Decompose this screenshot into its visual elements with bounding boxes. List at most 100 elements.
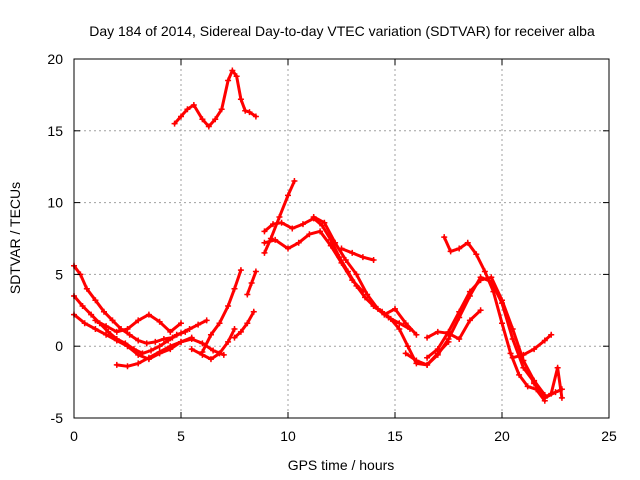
data-point — [248, 280, 255, 287]
series-line-track-7 — [200, 268, 243, 354]
data-point — [124, 325, 131, 332]
data-point — [370, 302, 377, 309]
data-point — [88, 311, 95, 318]
series-markers-track-10 — [171, 67, 259, 130]
x-tick-label: 5 — [177, 428, 185, 444]
data-point — [143, 340, 150, 347]
data-point — [434, 351, 441, 358]
series-markers-track-13 — [261, 228, 366, 295]
data-point — [548, 331, 555, 338]
data-point — [195, 321, 202, 328]
data-point — [210, 347, 217, 354]
data-point — [205, 123, 212, 130]
data-point — [212, 116, 219, 123]
data-point — [242, 107, 249, 114]
data-point — [441, 234, 448, 241]
series-markers-track-21 — [509, 331, 555, 361]
data-point — [225, 302, 232, 309]
data-point — [445, 336, 452, 343]
data-point — [473, 251, 480, 258]
series-markers-track-12 — [261, 215, 452, 368]
data-point — [124, 343, 131, 350]
data-point — [445, 330, 452, 337]
y-tick-label: 20 — [47, 51, 63, 67]
data-point — [182, 328, 189, 335]
data-point — [231, 334, 238, 341]
series-line-track-12 — [263, 216, 450, 367]
data-point — [186, 325, 193, 332]
data-point — [477, 277, 484, 284]
data-point — [396, 325, 403, 332]
data-point — [261, 228, 268, 235]
data-point — [434, 346, 441, 353]
series-line-track-13 — [263, 229, 365, 294]
data-point — [520, 351, 527, 358]
y-tick-label: 15 — [47, 123, 63, 139]
series-markers-track-7 — [199, 267, 244, 355]
data-point — [216, 350, 223, 357]
data-point — [231, 325, 238, 332]
data-point — [276, 213, 283, 220]
data-point — [466, 288, 473, 295]
data-point — [332, 239, 339, 246]
data-point — [385, 314, 392, 321]
data-point — [310, 213, 317, 220]
grid-lines — [74, 59, 609, 418]
data-point — [152, 338, 159, 345]
data-point — [295, 239, 302, 246]
data-point — [165, 337, 172, 344]
data-point — [424, 334, 431, 341]
data-point — [167, 328, 174, 335]
y-tick-label: 5 — [55, 266, 63, 282]
data-point — [447, 248, 454, 255]
series-markers-track-19 — [441, 234, 548, 404]
data-point — [225, 77, 232, 84]
data-point — [289, 225, 296, 232]
data-point — [516, 371, 523, 378]
data-point — [250, 308, 257, 315]
data-point — [92, 297, 99, 304]
series-line-track-15 — [340, 247, 376, 262]
data-point — [207, 331, 214, 338]
data-point — [466, 317, 473, 324]
data-point — [524, 383, 531, 390]
data-point — [338, 245, 345, 252]
data-point — [135, 317, 142, 324]
data-point — [79, 302, 86, 309]
data-point — [327, 242, 334, 249]
series-markers-track-15 — [338, 245, 377, 264]
data-point — [353, 271, 360, 278]
data-point — [83, 285, 90, 292]
series-line-track-14 — [312, 215, 412, 331]
data-point — [413, 331, 420, 338]
data-point — [531, 380, 538, 387]
data-point — [199, 116, 206, 123]
data-point — [541, 394, 548, 401]
data-point — [490, 288, 497, 295]
data-point — [233, 73, 240, 80]
data-point — [203, 317, 210, 324]
data-point — [184, 106, 191, 113]
data-point — [285, 245, 291, 252]
data-point — [145, 354, 152, 361]
data-point — [160, 336, 167, 343]
data-point — [520, 364, 527, 371]
data-point — [520, 357, 527, 364]
data-point — [231, 285, 238, 292]
data-point — [252, 113, 259, 120]
x-tick-label: 25 — [601, 428, 617, 444]
data-point — [109, 317, 116, 324]
data-point — [178, 338, 184, 345]
series-markers-track-6 — [188, 325, 238, 363]
plot-frame — [73, 58, 610, 419]
data-point — [402, 320, 409, 327]
data-point — [237, 328, 244, 335]
data-point — [291, 178, 298, 185]
series-markers-track-16 — [370, 302, 420, 338]
data-point — [413, 357, 420, 364]
data-point — [364, 291, 371, 298]
data-point — [113, 361, 120, 368]
data-point — [509, 325, 516, 332]
data-point — [113, 337, 120, 344]
data-point — [216, 320, 223, 327]
